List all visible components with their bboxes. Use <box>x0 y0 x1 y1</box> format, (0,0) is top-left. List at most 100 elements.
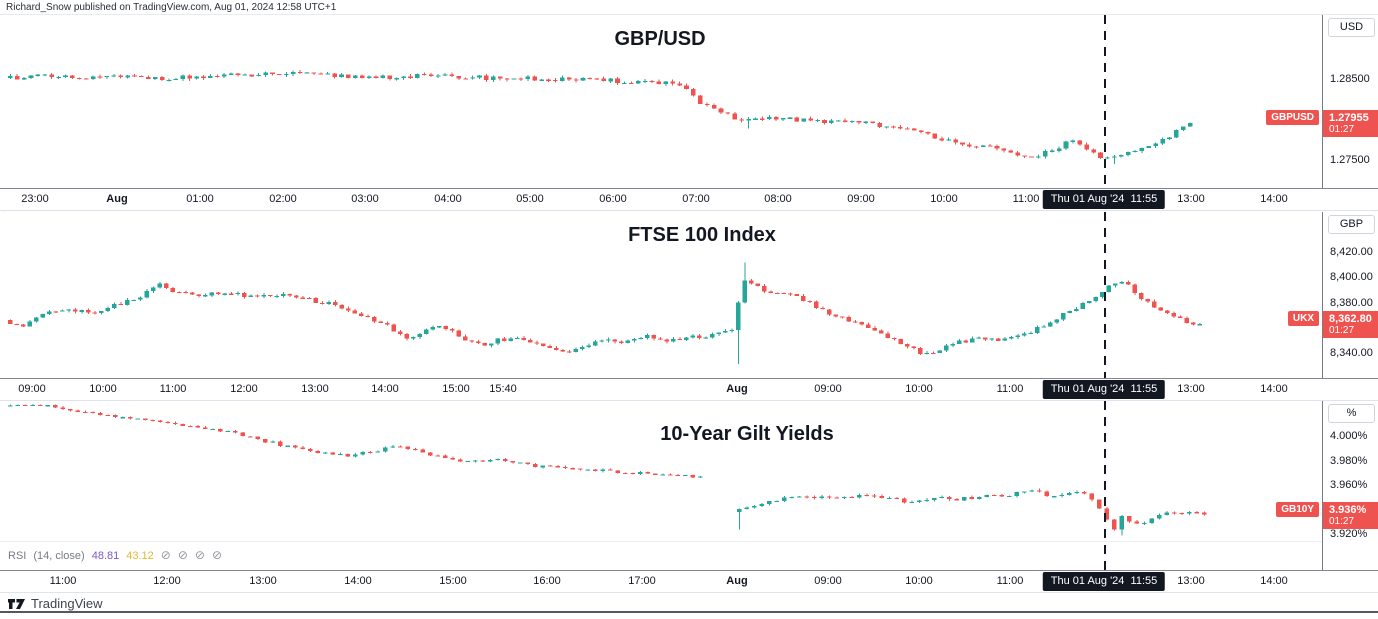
chart-panel-gilts: 10-Year Gilt Yields RSI (14, close) 48.81 4… <box>0 401 1378 593</box>
x-axis-tick: 15:40 <box>489 383 517 395</box>
bar-countdown: 01:27 <box>1329 515 1355 527</box>
plot-area-gbpusd[interactable]: GBP/USD <box>0 15 1322 188</box>
bottom-divider <box>0 611 1378 613</box>
rsi-legend: RSI (14, close) 48.81 43.12 ⊘ ⊘ ⊘ ⊘ <box>0 541 1322 570</box>
x-axis-tick: 13:00 <box>301 383 329 395</box>
x-axis-tick: 09:00 <box>18 383 46 395</box>
ghost-circle-icon[interactable]: ⊘ <box>160 548 171 562</box>
x-axis-tick: 09:00 <box>814 383 842 395</box>
y-axis-tick: 8,420.00 <box>1330 246 1373 259</box>
x-axis-tick: 13:00 <box>249 575 277 587</box>
x-axis-tick: 14:00 <box>1260 383 1288 395</box>
crosshair-vline <box>1104 212 1106 378</box>
x-axis-tick: 04:00 <box>434 193 462 205</box>
time-axis[interactable]: Thu 01 Aug '24 11:55 09:00 10:00 11:00 12:0… <box>0 378 1378 400</box>
crosshair-time-label: Thu 01 Aug '24 11:55 <box>1042 380 1166 399</box>
x-axis-tick: 23:00 <box>21 193 49 205</box>
plot-area-ftse[interactable]: FTSE 100 Index <box>0 212 1322 378</box>
y-axis-tick: 3.980% <box>1330 454 1368 467</box>
x-axis-tick: 11:00 <box>996 383 1024 395</box>
time-axis[interactable]: Thu 01 Aug '24 11:55 11:00 12:00 13:00 14:0… <box>0 570 1378 592</box>
chart-panel-gbpusd: GBP/USD Thu 01 Aug '24 11:55 23:00 Aug 01:… <box>0 15 1378 211</box>
x-axis-tick: 12:00 <box>230 383 258 395</box>
crosshair-time-label: Thu 01 Aug '24 11:55 <box>1042 572 1166 591</box>
candlestick-series <box>8 262 1203 365</box>
crosshair-vline <box>1104 15 1106 188</box>
x-axis-tick: 10:00 <box>930 193 958 205</box>
panel-title: FTSE 100 Index <box>628 224 776 246</box>
footer: TradingView <box>0 593 1378 619</box>
symbol-tag: GB10Y <box>1276 501 1319 517</box>
x-axis-tick: 11:00 <box>1012 193 1040 205</box>
y-axis-tick: 8,340.00 <box>1330 346 1373 359</box>
price-axis[interactable]: % 3.936% 01:27 4.000%3.980%3.960%3.940%3… <box>1322 401 1378 592</box>
rsi-ma-value: 43.12 <box>126 550 154 562</box>
x-axis-tick: 13:00 <box>1177 383 1205 395</box>
x-axis-tick: 11:00 <box>996 575 1024 587</box>
unit-button[interactable]: % <box>1328 404 1375 423</box>
x-axis-tick: 16:00 <box>533 575 561 587</box>
unit-button[interactable]: GBP <box>1328 215 1375 234</box>
y-axis-tick: 4.000% <box>1330 430 1368 442</box>
x-axis-tick: 06:00 <box>599 193 627 205</box>
tradingview-link[interactable]: TradingView <box>7 596 103 611</box>
x-axis-tick: 14:00 <box>1260 575 1288 587</box>
rsi-params: (14, close) <box>33 550 85 562</box>
last-price-label: 3.936% 01:27 <box>1323 501 1378 529</box>
x-axis-tick: 13:00 <box>1177 193 1205 205</box>
ghost-circle-icon[interactable]: ⊘ <box>177 548 188 562</box>
panel-title: 10-Year Gilt Yields <box>660 423 834 445</box>
x-axis-tick: 11:00 <box>49 575 77 587</box>
rsi-label: RSI <box>8 550 27 562</box>
x-axis-tick: 10:00 <box>89 383 117 395</box>
unit-button[interactable]: USD <box>1328 18 1375 37</box>
x-axis-tick: 01:00 <box>186 193 214 205</box>
x-axis-tick: 09:00 <box>847 193 875 205</box>
last-price-label: 8,362.80 01:27 <box>1323 311 1378 339</box>
y-axis-tick: 3.920% <box>1330 528 1368 541</box>
rsi-value: 48.81 <box>91 550 120 562</box>
last-price-label: 1.27955 01:27 <box>1323 110 1378 138</box>
x-axis-tick: 03:00 <box>351 193 379 205</box>
crosshair-time-label: Thu 01 Aug '24 11:55 <box>1042 190 1166 209</box>
last-price-value: 3.936% <box>1329 503 1367 516</box>
y-axis-tick: 8,380.00 <box>1330 296 1373 309</box>
attribution-bar: Richard_Snow published on TradingView.co… <box>0 0 1378 15</box>
ghost-circle-icon[interactable]: ⊘ <box>211 548 223 562</box>
y-axis-tick: 3.960% <box>1330 479 1368 492</box>
symbol-tag: UKX <box>1287 311 1319 327</box>
ghost-circle-icon[interactable]: ⊘ <box>194 548 205 562</box>
time-axis[interactable]: Thu 01 Aug '24 11:55 23:00 Aug 01:00 02:00 0… <box>0 188 1378 210</box>
y-axis-tick: 1.27500 <box>1330 153 1370 166</box>
x-axis-tick: 15:00 <box>442 383 470 395</box>
candlestick-series <box>8 70 1193 164</box>
x-axis-tick: 11:00 <box>159 383 187 395</box>
bar-countdown: 01:27 <box>1329 124 1355 136</box>
last-price-value: 1.27955 <box>1329 112 1369 125</box>
x-axis-tick: 14:00 <box>371 383 399 395</box>
tradingview-brand-text: TradingView <box>31 596 103 611</box>
price-axis[interactable]: GBP 8,362.80 01:27 8,420.00 8,400.00 8,380… <box>1322 212 1378 400</box>
panel-title: GBP/USD <box>614 28 706 50</box>
last-price-value: 8,362.80 <box>1329 313 1372 326</box>
tradingview-logo-icon <box>7 597 26 611</box>
x-axis-tick: Aug <box>106 193 128 205</box>
x-axis-tick: Aug <box>726 575 748 587</box>
y-axis-tick: 8,400.00 <box>1330 271 1373 284</box>
plot-area-gilts[interactable]: 10-Year Gilt Yields <box>0 401 1322 541</box>
x-axis-tick: 08:00 <box>764 193 792 205</box>
x-axis-tick: 14:00 <box>1260 193 1288 205</box>
x-axis-tick: 05:00 <box>516 193 544 205</box>
x-axis-tick: 10:00 <box>905 575 933 587</box>
x-axis-tick: Aug <box>726 383 748 395</box>
x-axis-tick: 13:00 <box>1177 575 1205 587</box>
y-axis-tick: 1.28500 <box>1330 73 1370 86</box>
candlestick-series <box>8 404 1207 536</box>
bar-countdown: 01:27 <box>1329 325 1355 337</box>
symbol-tag: GBPUSD <box>1266 110 1319 126</box>
chart-panel-ftse: FTSE 100 Index Thu 01 Aug '24 11:55 09:0… <box>0 212 1378 401</box>
x-axis-tick: 12:00 <box>153 575 181 587</box>
x-axis-tick: 09:00 <box>814 575 842 587</box>
x-axis-tick: 17:00 <box>628 575 656 587</box>
